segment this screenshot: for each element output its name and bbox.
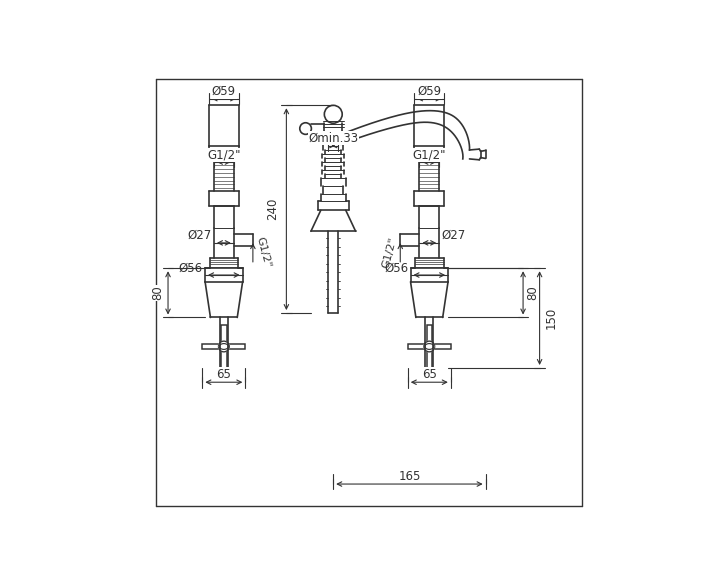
Text: Ø27: Ø27 [187,229,212,242]
Text: 165: 165 [398,469,420,483]
Text: 65: 65 [422,368,437,380]
Bar [221,325,227,368]
Bar [202,344,246,349]
Text: 80: 80 [152,285,165,300]
Text: 150: 150 [544,307,557,329]
Circle shape [218,341,229,352]
Ellipse shape [220,343,228,349]
Text: G1/2": G1/2" [254,236,272,269]
Text: Ømin.33: Ømin.33 [308,132,359,145]
Bar [427,325,432,368]
Text: Ø59: Ø59 [417,85,441,98]
Ellipse shape [425,343,433,349]
Text: Ø59: Ø59 [212,85,236,98]
Text: Ø56: Ø56 [179,262,203,274]
Text: Ø27: Ø27 [441,229,466,242]
Text: 80: 80 [526,285,539,300]
Text: Ø56: Ø56 [384,262,408,274]
Text: G1/2": G1/2" [381,236,399,269]
Circle shape [424,341,435,352]
Text: G1/2": G1/2" [207,148,240,161]
Text: 240: 240 [266,198,279,220]
Bar [408,344,451,349]
Text: 65: 65 [217,368,231,380]
Text: G1/2": G1/2" [413,148,446,161]
